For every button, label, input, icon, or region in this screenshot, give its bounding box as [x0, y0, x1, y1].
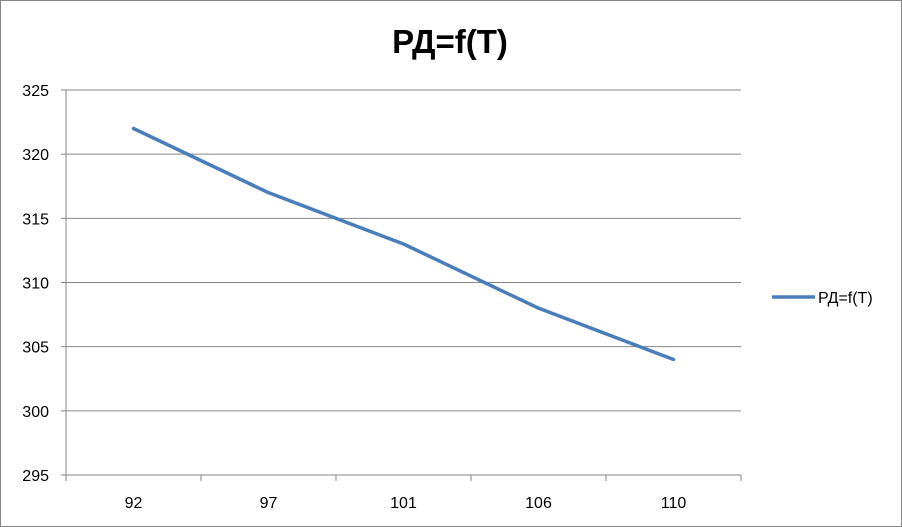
y-tick-label-305: 305 [22, 340, 49, 357]
chart-title: РД=f(T) [392, 23, 508, 60]
x-tick-label-106: 106 [525, 495, 552, 512]
series [131, 126, 676, 362]
y-tick-label-325: 325 [22, 83, 49, 100]
y-tick-label-310: 310 [22, 276, 49, 293]
x-tick-label-92: 92 [125, 495, 143, 512]
y-tick-label-320: 320 [22, 147, 49, 164]
y-tick-label-315: 315 [22, 211, 49, 228]
x-tick-label-101: 101 [390, 495, 417, 512]
y-tick-label-300: 300 [22, 404, 49, 421]
x-tick-label-110: 110 [661, 495, 687, 512]
gridlines [66, 89, 741, 476]
legend-label: РД=f(T) [818, 290, 873, 307]
y-tick-label-295: 295 [22, 468, 49, 485]
axes: 295 300 305 310 315 320 325 92 97 101 106 110 [22, 83, 742, 512]
x-tick-label-97: 97 [260, 495, 278, 512]
legend: РД=f(T) [772, 290, 873, 307]
